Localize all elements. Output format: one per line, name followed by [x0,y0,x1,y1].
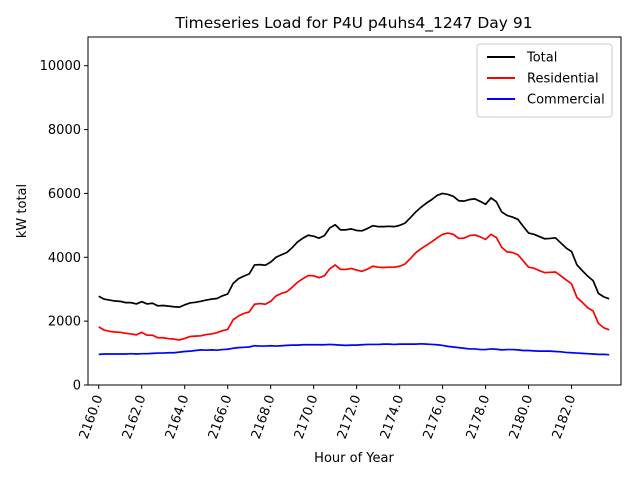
x-tick-label: 2170.0 [292,393,322,441]
legend-label-residential: Residential [527,72,599,87]
y-axis-label: kW total [15,184,30,238]
x-tick-label: 2178.0 [464,393,494,441]
series-line-total [98,192,610,308]
x-axis-label: Hour of Year [314,451,394,466]
x-tick-label: 2166.0 [206,393,236,441]
plot-frame [87,36,622,386]
chart-title: Timeseries Load for P4U p4uhs4_1247 Day … [174,14,532,33]
legend-label-commercial: Commercial [527,93,605,108]
x-tick-label: 2176.0 [421,393,451,441]
y-tick-label: 6000 [48,187,81,202]
x-tick-label: 2168.0 [249,393,279,441]
x-tick-label: 2180.0 [507,393,537,441]
x-tick-label: 2182.0 [550,393,580,441]
y-tick-label: 8000 [48,123,81,138]
x-tick-label: 2174.0 [378,393,408,441]
legend: Total Residential Commercial [476,43,613,118]
x-tick-label: 2172.0 [335,393,365,441]
series-line-residential [98,232,610,341]
y-tick-label: 10000 [40,59,81,74]
x-tick-label: 2164.0 [163,393,193,441]
x-tick-label: 2160.0 [77,393,107,441]
y-tick-label: 4000 [48,251,81,266]
y-tick-label: 0 [73,379,81,394]
y-tick-label: 2000 [48,315,81,330]
x-tick-label: 2162.0 [120,393,150,441]
legend-label-total: Total [526,51,557,66]
series-line-commercial [98,342,610,356]
